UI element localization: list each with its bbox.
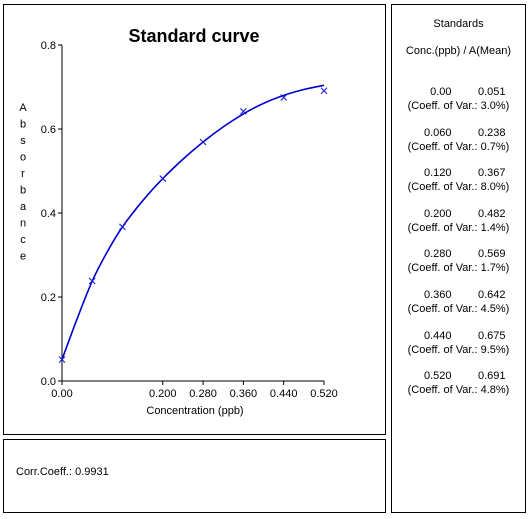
y-axis-ticks: 0.0 0.2 0.4 0.6 0.8	[41, 40, 62, 388]
standard-entry: 0.00 0.051 (Coeff. of Var.: 3.0%)	[392, 86, 525, 113]
standard-entry: 0.280 0.569 (Coeff. of Var.: 1.7%)	[392, 248, 525, 275]
standard-concentration: 0.520	[423, 370, 452, 383]
standard-coeff-of-variation: (Coeff. of Var.: 9.5%)	[407, 343, 510, 356]
data-point	[159, 175, 167, 182]
y-axis-label-letter: n	[20, 218, 26, 230]
standard-coeff-of-variation: (Coeff. of Var.: 4.8%)	[407, 384, 510, 397]
standard-coeff-of-variation: (Coeff. of Var.: 4.5%)	[407, 303, 510, 315]
standard-entry: 0.060 0.238 (Coeff. of Var.: 0.7%)	[392, 127, 525, 154]
data-point	[88, 277, 96, 285]
y-axis-label-letter: a	[20, 201, 27, 213]
standard-concentration: 0.060	[423, 126, 452, 139]
data-point	[280, 94, 288, 101]
standard-coeff-of-variation: (Coeff. of Var.: 3.0%)	[407, 100, 510, 112]
standard-absorbance: 0.675	[477, 329, 506, 342]
standard-absorbance: 0.238	[477, 126, 506, 139]
standard-absorbance: 0.367	[477, 167, 506, 180]
x-axis-label: Concentration (ppb)	[146, 405, 243, 417]
data-point	[58, 356, 66, 363]
x-tick-label: 0.520	[310, 388, 338, 400]
standards-header: Conc.(ppb) / A(Mean)	[405, 45, 512, 57]
y-axis-label-letter: A	[19, 102, 27, 114]
standard-values-row: 0.520 0.691	[392, 370, 525, 383]
y-axis-label-letter: b	[20, 119, 26, 131]
fit-curve-line	[61, 84, 325, 360]
data-point	[199, 138, 207, 146]
correlation-coefficient: Corr.Coeff.: 0.9931	[16, 466, 109, 478]
x-tick-label: 0.00	[51, 388, 72, 400]
standard-coeff-of-variation: (Coeff. of Var.: 1.4%)	[407, 221, 510, 234]
y-tick-label: 0.6	[41, 124, 56, 136]
standard-values-row: 0.280 0.569	[392, 248, 525, 261]
standard-concentration: 0.120	[423, 167, 452, 180]
x-tick-label: 0.280	[189, 388, 217, 400]
chart-title: Standard curve	[128, 26, 259, 46]
standard-values-row: 0.200 0.482	[392, 208, 525, 221]
x-tick-label: 0.200	[149, 388, 177, 400]
standard-entry: 0.520 0.691 (Coeff. of Var.: 4.8%)	[392, 370, 525, 397]
standard-absorbance: 0.642	[477, 289, 506, 301]
y-tick-label: 0.2	[41, 292, 56, 304]
data-points	[58, 87, 328, 363]
correlation-panel: Corr.Coeff.: 0.9931	[3, 439, 386, 513]
x-tick-label: 0.440	[270, 388, 298, 400]
standard-coeff-of-variation: (Coeff. of Var.: 8.0%)	[407, 181, 510, 194]
y-axis-label-letter: o	[20, 152, 26, 164]
standards-panel: Standards Conc.(ppb) / A(Mean) 0.00 0.051…	[391, 4, 526, 513]
y-axis-label-letter: c	[20, 234, 26, 246]
standard-entry: 0.200 0.482 (Coeff. of Var.: 1.4%)	[392, 208, 525, 235]
data-point	[119, 223, 126, 231]
y-tick-label: 0.0	[41, 376, 56, 388]
y-tick-label: 0.8	[41, 40, 56, 52]
x-axis-ticks: 0.00 0.200 0.280 0.360 0.440 0.520	[51, 381, 338, 400]
y-axis-label-letter: s	[20, 135, 26, 147]
y-tick-label: 0.4	[41, 208, 56, 220]
standard-values-row: 0.360 0.642	[392, 289, 525, 302]
y-axis-label-letter: r	[21, 168, 25, 180]
standard-concentration: 0.200	[423, 207, 452, 220]
y-axis-label-letter: e	[20, 251, 26, 263]
x-tick-label: 0.360	[230, 388, 258, 400]
data-point	[239, 107, 247, 115]
standard-entry: 0.120 0.367 (Coeff. of Var.: 8.0%)	[392, 167, 525, 194]
standard-concentration: 0.00	[430, 86, 452, 98]
data-point	[320, 87, 328, 95]
standard-absorbance: 0.569	[477, 248, 506, 261]
standard-values-row: 0.440 0.675	[392, 330, 525, 343]
standard-absorbance: 0.691	[477, 370, 506, 383]
standard-absorbance: 0.482	[477, 207, 506, 220]
standard-coeff-of-variation: (Coeff. of Var.: 0.7%)	[407, 140, 510, 153]
standards-title: Standards	[433, 18, 484, 30]
standard-concentration: 0.440	[423, 329, 452, 342]
standard-entry: 0.360 0.642 (Coeff. of Var.: 4.5%)	[392, 289, 525, 316]
standard-values-row: 0.00 0.051	[392, 86, 525, 99]
standard-entry: 0.440 0.675 (Coeff. of Var.: 9.5%)	[392, 330, 525, 357]
y-axis-label-letter: b	[20, 185, 26, 197]
standard-coeff-of-variation: (Coeff. of Var.: 1.7%)	[407, 262, 510, 275]
standard-values-row: 0.060 0.238	[392, 127, 525, 140]
standard-concentration: 0.280	[423, 248, 452, 261]
standard-values-row: 0.120 0.367	[392, 167, 525, 180]
standard-concentration: 0.360	[423, 289, 452, 301]
standard-absorbance: 0.051	[477, 86, 506, 98]
